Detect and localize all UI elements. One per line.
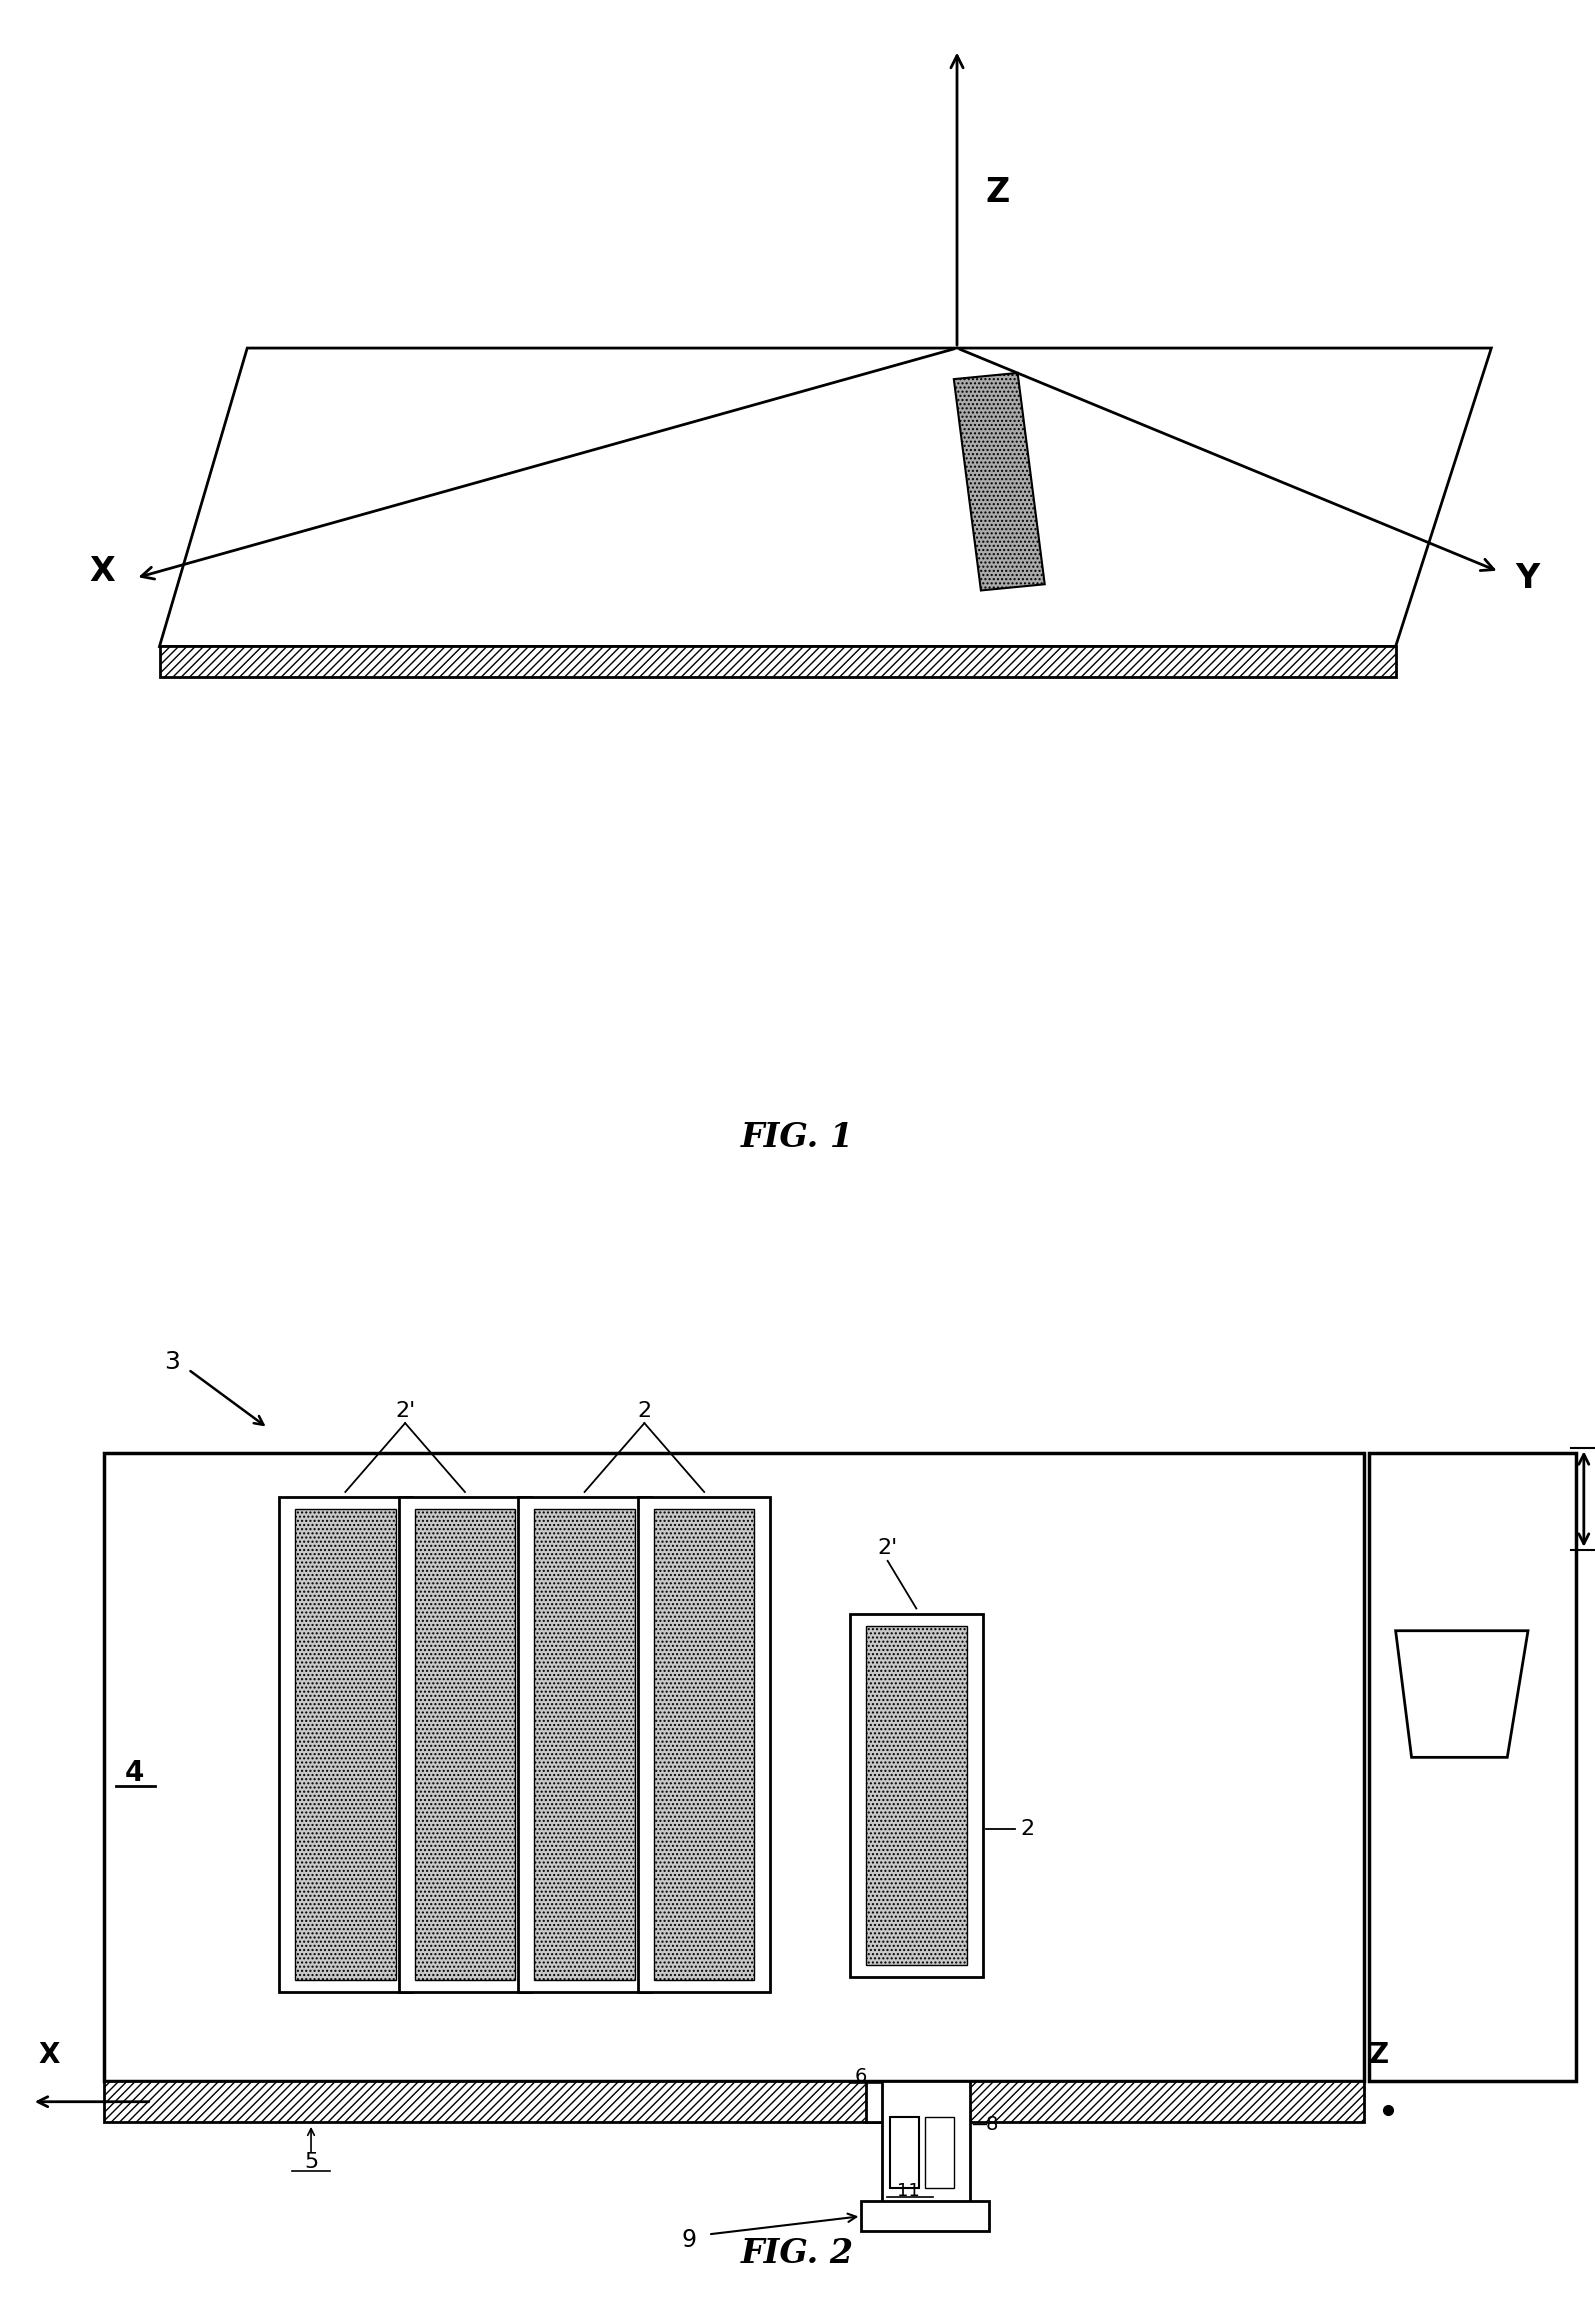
Polygon shape	[104, 2081, 1364, 2122]
Bar	[882, 2081, 970, 2203]
Text: FIG. 2: FIG. 2	[742, 2238, 853, 2270]
Text: 9: 9	[681, 2228, 697, 2251]
Text: 8: 8	[986, 2116, 998, 2134]
Bar	[654, 1510, 754, 1980]
Bar	[295, 1510, 396, 1980]
Text: 2': 2'	[396, 1402, 415, 1420]
Bar	[861, 2201, 989, 2231]
Bar	[638, 1496, 770, 1991]
Text: 2: 2	[1021, 1819, 1034, 1839]
Text: 6: 6	[855, 2067, 868, 2086]
Polygon shape	[1396, 1630, 1528, 1756]
Text: 2': 2'	[877, 1538, 898, 1558]
Bar	[399, 1496, 531, 1991]
Text: Z: Z	[986, 177, 1010, 209]
Text: 11: 11	[896, 2182, 920, 2201]
Polygon shape	[160, 647, 1396, 677]
Text: 4: 4	[124, 1759, 144, 1786]
Text: 3: 3	[164, 1351, 180, 1374]
Polygon shape	[160, 348, 1491, 647]
Text: X: X	[89, 555, 115, 589]
Text: 5: 5	[305, 2152, 317, 2173]
Bar	[866, 2081, 930, 2122]
Bar	[850, 1614, 983, 1977]
Bar	[279, 1496, 412, 1991]
Bar	[890, 2118, 919, 2187]
Polygon shape	[954, 373, 1045, 592]
Bar	[518, 1496, 651, 1991]
Bar	[925, 2118, 954, 2187]
Bar	[415, 1510, 515, 1980]
Text: Z: Z	[1369, 2042, 1389, 2069]
Text: 2: 2	[638, 1402, 651, 1420]
Bar	[104, 1453, 1364, 2081]
Bar	[866, 1625, 967, 1966]
Text: X: X	[38, 2042, 59, 2069]
Bar	[534, 1510, 635, 1980]
Text: FIG. 1: FIG. 1	[742, 1121, 853, 1153]
Text: Y: Y	[1515, 562, 1539, 594]
Bar	[1369, 1453, 1576, 2081]
